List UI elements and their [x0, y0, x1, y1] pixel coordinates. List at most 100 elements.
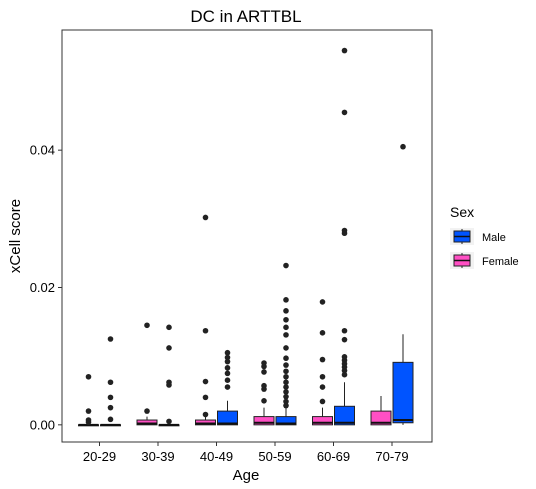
- outlier-point: [283, 308, 289, 314]
- legend: Sex Male Female: [450, 204, 519, 269]
- y-tick-label: 0.04: [30, 143, 55, 158]
- outlier-point: [107, 336, 114, 342]
- box-body: [370, 410, 392, 426]
- outlier-point: [224, 365, 231, 371]
- outlier-point: [341, 109, 348, 116]
- outlier-point: [341, 336, 348, 343]
- box-body: [275, 416, 297, 426]
- outlier-point: [261, 363, 267, 370]
- outlier-point: [283, 368, 289, 375]
- box-body: [312, 416, 333, 426]
- outlier-point: [283, 373, 289, 380]
- box-body: [334, 405, 355, 426]
- legend-label: Male: [482, 232, 506, 244]
- outlier-point: [283, 384, 289, 390]
- outlier-point: [341, 230, 348, 237]
- outlier-point: [144, 322, 150, 329]
- x-axis-title: Age: [233, 467, 260, 484]
- outlier-point: [283, 324, 289, 331]
- x-tick-label: 40-49: [200, 449, 233, 464]
- box-layer: [78, 47, 414, 427]
- outlier-point: [341, 367, 348, 374]
- outlier-point: [224, 384, 231, 390]
- outlier-point: [319, 330, 326, 336]
- box-female-60-69: [312, 299, 333, 426]
- outlier-point: [224, 354, 231, 361]
- outlier-point: [400, 143, 406, 150]
- outlier-point: [283, 362, 289, 368]
- outlier-point: [107, 394, 114, 401]
- outlier-point: [166, 324, 172, 331]
- outlier-point: [224, 370, 231, 377]
- x-tick-label: 20-29: [83, 449, 116, 464]
- outlier-point: [261, 386, 267, 392]
- x-tick-label: 50-59: [258, 449, 291, 464]
- outlier-point: [319, 299, 326, 305]
- outlier-point: [319, 356, 326, 363]
- x-tick-label: 30-39: [141, 449, 174, 464]
- outlier-point: [166, 345, 172, 351]
- box-male-20-29: [100, 336, 121, 427]
- outlier-point: [85, 408, 92, 414]
- outlier-point: [202, 378, 209, 385]
- box-body: [195, 419, 216, 426]
- box-male-60-69: [334, 47, 355, 426]
- box-male-70-79: [392, 143, 414, 425]
- outlier-point: [224, 377, 231, 384]
- outlier-point: [319, 384, 326, 390]
- outlier-point: [224, 358, 231, 365]
- outlier-point: [283, 398, 289, 405]
- y-axis: 0.00 0.02 0.04: [30, 143, 62, 432]
- outlier-point: [107, 404, 114, 411]
- outlier-point: [283, 345, 289, 351]
- outlier-point: [283, 389, 289, 395]
- box-male-30-39: [158, 324, 180, 427]
- outlier-point: [261, 369, 267, 375]
- outlier-point: [283, 355, 289, 362]
- outlier-point: [202, 214, 209, 221]
- x-axis: 20-29 30-39 40-49 50-59 60-69 70-79: [83, 442, 409, 464]
- box-female-30-39: [136, 322, 158, 426]
- box-female-70-79: [370, 395, 392, 426]
- y-axis-title: xCell score: [7, 199, 24, 273]
- x-tick-label: 60-69: [317, 449, 350, 464]
- outlier-point: [283, 379, 289, 386]
- outlier-point: [283, 262, 289, 269]
- outlier-point: [341, 47, 348, 54]
- outlier-point: [166, 418, 172, 425]
- box-female-20-29: [78, 373, 99, 427]
- x-tick-label: 70-79: [375, 449, 408, 464]
- outlier-point: [261, 398, 267, 404]
- box-male-40-49: [217, 349, 238, 426]
- outlier-point: [283, 316, 289, 323]
- box-male-50-59: [275, 262, 297, 426]
- outlier-point: [224, 349, 231, 356]
- box-body: [136, 419, 158, 426]
- outlier-point: [107, 379, 114, 386]
- outlier-point: [166, 382, 172, 388]
- legend-title: Sex: [450, 204, 474, 220]
- outlier-point: [202, 411, 209, 418]
- outlier-point: [283, 393, 289, 400]
- box-body: [253, 416, 275, 426]
- legend-label: Female: [482, 256, 519, 268]
- outlier-point: [341, 371, 348, 378]
- box-female-50-59: [253, 360, 275, 426]
- box-body: [392, 361, 414, 424]
- outlier-point: [283, 297, 289, 303]
- outlier-point: [107, 416, 114, 423]
- box-body: [217, 410, 238, 426]
- outlier-point: [319, 373, 326, 380]
- outlier-point: [202, 394, 209, 401]
- y-tick-label: 0.00: [30, 417, 55, 432]
- outlier-point: [202, 327, 209, 334]
- outlier-point: [283, 402, 289, 409]
- outlier-point: [341, 327, 348, 334]
- outlier-point: [319, 398, 326, 405]
- y-tick-label: 0.02: [30, 280, 55, 295]
- outlier-point: [85, 373, 92, 380]
- outlier-point: [85, 419, 92, 425]
- box-female-40-49: [195, 214, 216, 426]
- outlier-point: [144, 408, 150, 414]
